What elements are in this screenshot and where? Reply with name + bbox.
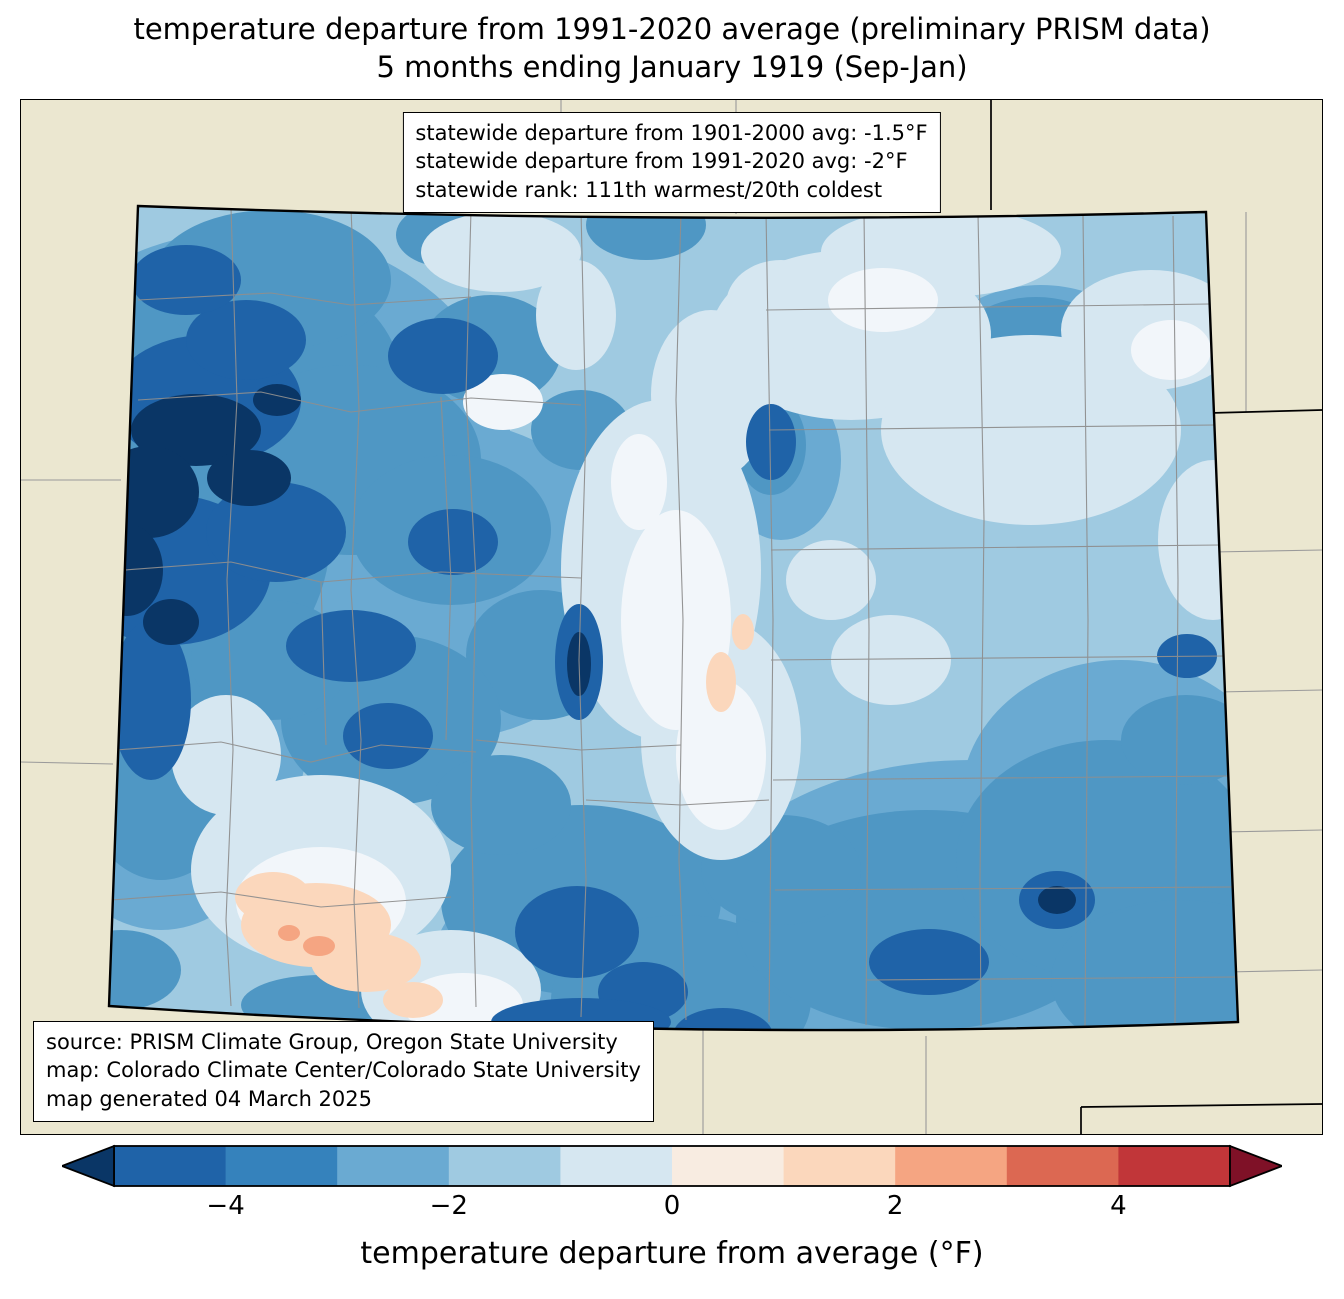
colorbar-svg xyxy=(62,1144,1282,1188)
map-area: statewide departure from 1901-2000 avg: … xyxy=(20,99,1323,1135)
source-box: source: PRISM Climate Group, Oregon Stat… xyxy=(33,1020,654,1122)
colorbar-label: temperature departure from average (°F) xyxy=(360,1236,984,1271)
colorbar-segments xyxy=(114,1146,1231,1186)
title-line-2: 5 months ending January 1919 (Sep-Jan) xyxy=(376,50,968,85)
colorbar-tick: 0 xyxy=(663,1191,681,1221)
contour-dark-layer xyxy=(109,245,1217,1031)
source-line-2: map: Colorado Climate Center/Colorado St… xyxy=(46,1058,641,1083)
colorbar-tick: 2 xyxy=(886,1191,904,1221)
colorbar-ticks: −4 −2 0 2 4 xyxy=(62,1191,1282,1225)
stats-line-3: statewide rank: 111th warmest/20th colde… xyxy=(415,177,883,202)
colorbar-tick: −4 xyxy=(206,1191,245,1221)
colorbar-arrow-left xyxy=(62,1144,115,1188)
neighbor-state-borders xyxy=(990,100,1322,1134)
contour-orange-layer xyxy=(278,925,335,956)
colorbar-tick: 4 xyxy=(1110,1191,1127,1221)
colorado-map-svg xyxy=(21,100,1322,1134)
stats-line-1: statewide departure from 1901-2000 avg: … xyxy=(415,121,928,145)
source-line-1: source: PRISM Climate Group, Oregon Stat… xyxy=(46,1029,618,1054)
colorbar: −4 −2 0 2 4 xyxy=(62,1143,1282,1227)
colorbar-tick: −2 xyxy=(429,1191,468,1221)
county-borders xyxy=(110,207,1236,1028)
stats-box: statewide departure from 1901-2000 avg: … xyxy=(402,112,941,214)
title-line-1: temperature departure from 1991-2020 ave… xyxy=(133,12,1211,46)
figure-title: temperature departure from 1991-2020 ave… xyxy=(0,10,1344,87)
stats-line-2: statewide departure from 1991-2020 avg: … xyxy=(415,149,908,174)
colorbar-arrow-right xyxy=(1229,1144,1282,1188)
source-line-3: map generated 04 March 2025 xyxy=(46,1086,373,1111)
